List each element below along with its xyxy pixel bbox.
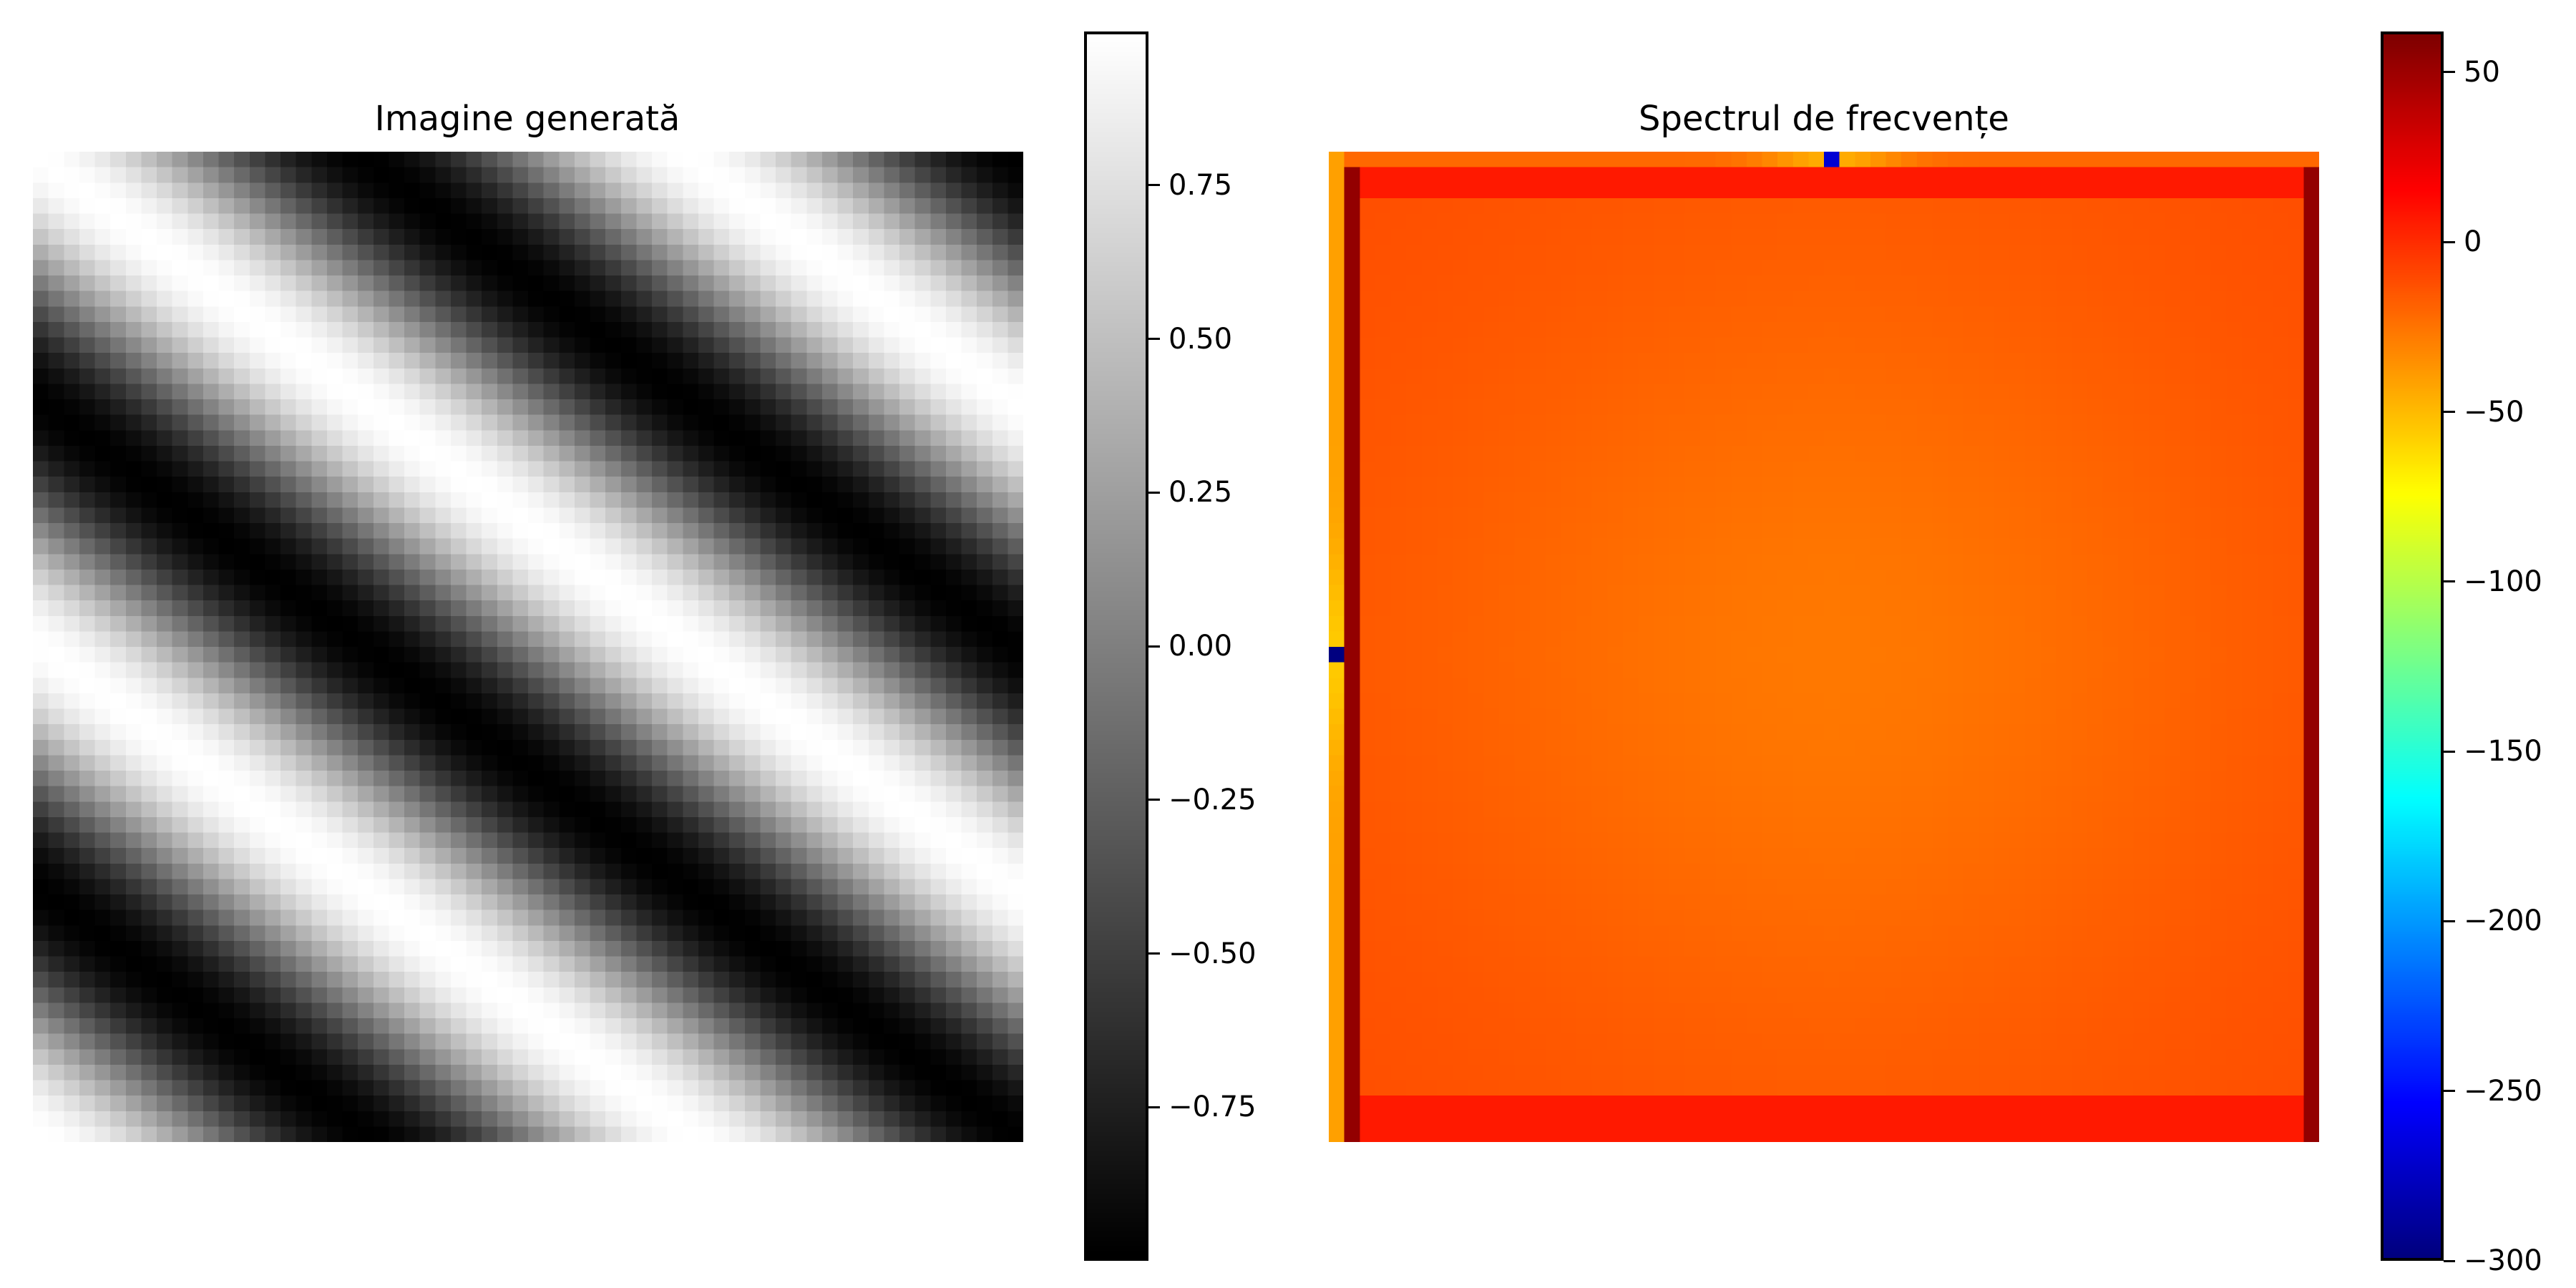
colorbar-tick	[2444, 750, 2455, 753]
left-colorbar	[1084, 31, 1148, 1261]
colorbar-tick	[2444, 1259, 2455, 1262]
colorbar-tick	[1148, 952, 1160, 955]
right-colorbar-gradient	[2384, 34, 2441, 1258]
colorbar-tick-label: −0.75	[1169, 1091, 1257, 1124]
colorbar-tick	[1148, 184, 1160, 187]
colorbar-tick	[1148, 645, 1160, 648]
colorbar-tick-label: −0.50	[1169, 937, 1257, 970]
left-panel-title: Imagine generată	[374, 99, 680, 139]
colorbar-tick	[2444, 919, 2455, 922]
colorbar-tick-label: −250	[2464, 1074, 2542, 1108]
colorbar-tick-label: −150	[2464, 735, 2542, 769]
colorbar-tick	[2444, 1090, 2455, 1093]
right-colorbar	[2381, 31, 2444, 1261]
colorbar-tick-label: −0.25	[1169, 783, 1257, 816]
colorbar-tick-label: 0.25	[1169, 476, 1233, 509]
right-panel-title: Spectrul de frecvențe	[1639, 99, 2009, 139]
colorbar-tick-label: 50	[2464, 55, 2500, 89]
colorbar-tick	[1148, 338, 1160, 340]
colorbar-tick	[1148, 491, 1160, 494]
colorbar-tick	[1148, 1106, 1160, 1108]
colorbar-tick	[1148, 799, 1160, 801]
frequency-spectrum-heatmap	[1329, 152, 2319, 1142]
colorbar-tick	[2444, 580, 2455, 583]
colorbar-tick-label: 0	[2464, 225, 2482, 259]
generated-image-heatmap	[33, 152, 1023, 1142]
colorbar-tick-label: −200	[2464, 904, 2542, 938]
colorbar-tick-label: 0.75	[1169, 168, 1233, 202]
colorbar-tick-label: −300	[2464, 1244, 2542, 1277]
colorbar-tick-label: 0.00	[1169, 630, 1233, 663]
left-colorbar-gradient	[1087, 34, 1146, 1258]
colorbar-tick-label: −100	[2464, 565, 2542, 598]
colorbar-tick	[2444, 71, 2455, 74]
colorbar-tick	[2444, 240, 2455, 243]
colorbar-tick	[2444, 411, 2455, 414]
colorbar-tick-label: 0.50	[1169, 322, 1233, 356]
colorbar-tick-label: −50	[2464, 395, 2524, 429]
